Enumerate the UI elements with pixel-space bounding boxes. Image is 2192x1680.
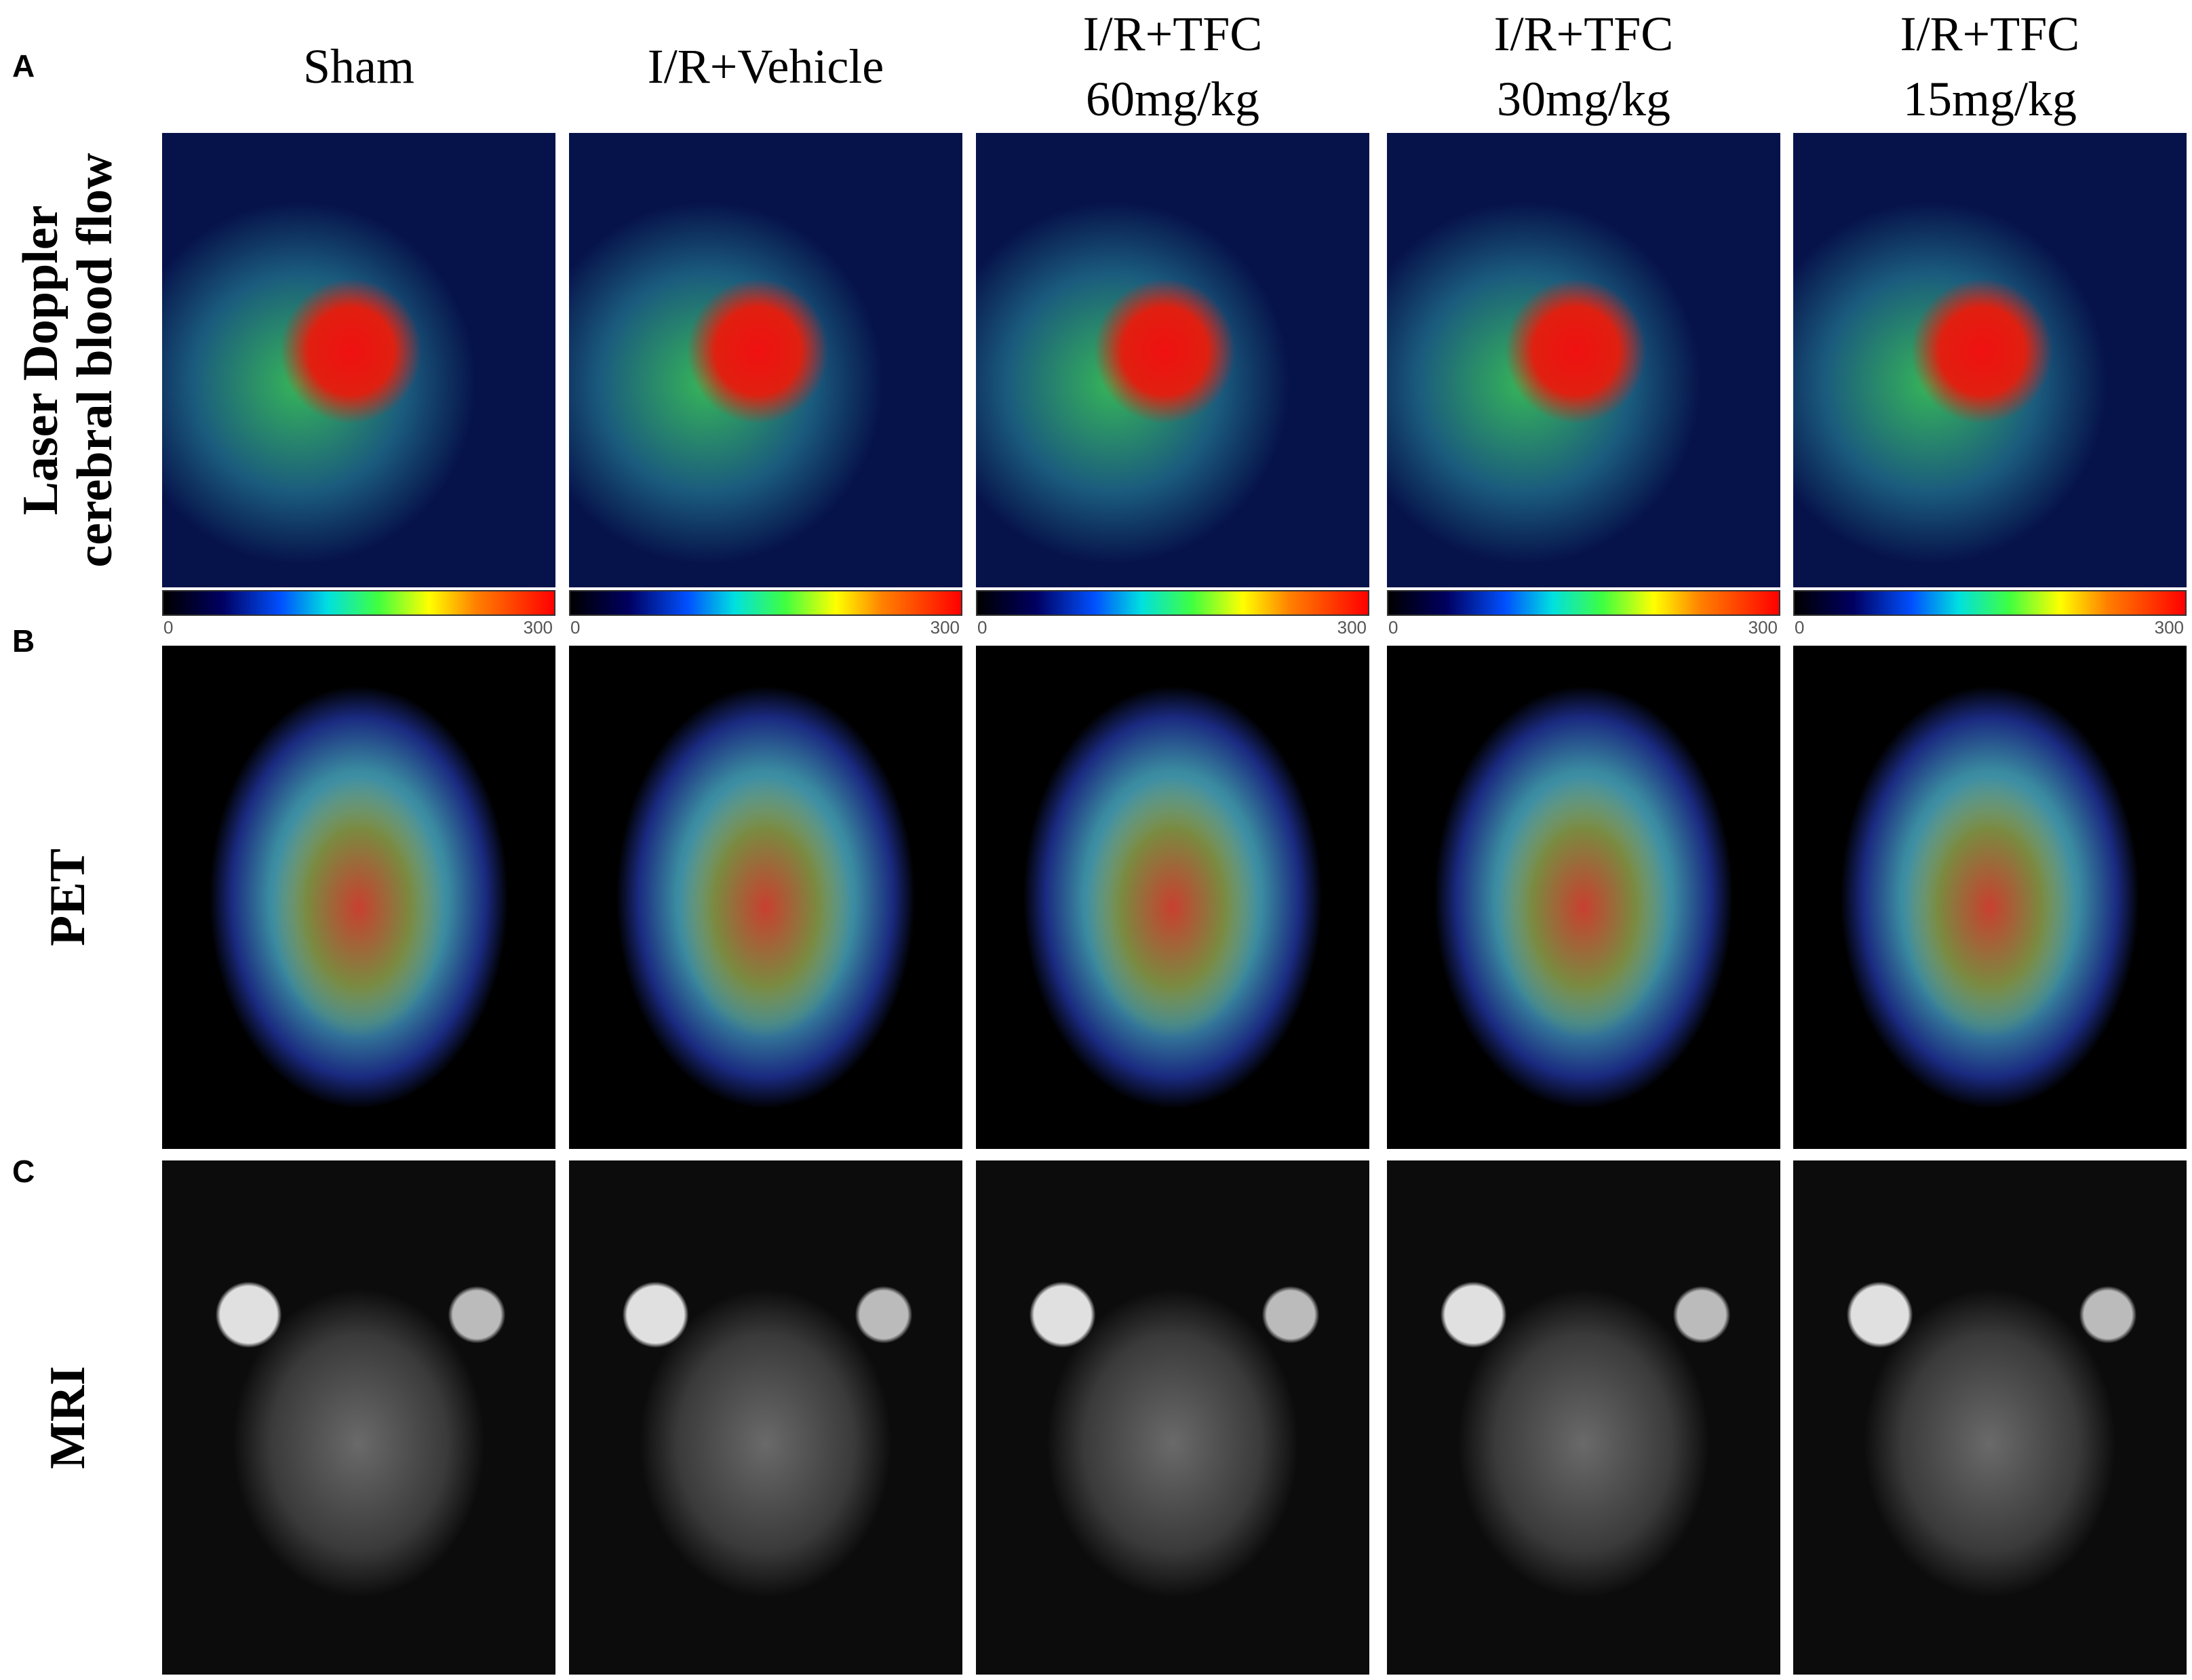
doppler-image	[1793, 133, 2187, 587]
doppler-image	[1387, 133, 1780, 587]
colorbar-min: 0	[163, 617, 174, 638]
pet-image	[1387, 646, 1780, 1149]
row-header-line: Laser Doppler	[13, 205, 68, 515]
mri-image	[162, 1160, 555, 1675]
pet-image	[569, 646, 962, 1149]
colorbar	[1387, 590, 1780, 616]
mri-image	[976, 1160, 1369, 1675]
colorbar-max: 300	[2154, 617, 2184, 638]
panel-label: B	[12, 623, 35, 659]
column-header: 15mg/kg	[1902, 72, 2077, 126]
colorbar	[569, 590, 962, 616]
row-header-line: cerebral blood flow	[67, 153, 123, 568]
colorbar-max: 300	[1337, 617, 1367, 638]
colorbar	[1793, 590, 2187, 616]
pet-image	[1793, 646, 2187, 1149]
mri-image	[1793, 1160, 2187, 1675]
colorbar-min: 0	[570, 617, 581, 638]
colorbar	[162, 590, 555, 616]
column-header: Sham	[302, 39, 414, 94]
column-header: 60mg/kg	[1085, 72, 1259, 126]
column-header: I/R+TFC	[1082, 7, 1263, 61]
column-header: I/R+Vehicle	[647, 39, 884, 94]
row-header-line: MRI	[40, 1365, 96, 1470]
colorbar-max: 300	[930, 617, 960, 638]
colorbar-min: 0	[1388, 617, 1398, 638]
panel-label: C	[12, 1154, 35, 1189]
row-header-line: PET	[40, 848, 96, 946]
colorbar-max: 300	[1748, 617, 1778, 638]
column-header: 30mg/kg	[1496, 72, 1670, 126]
mri-image	[1387, 1160, 1780, 1675]
column-header: I/R+TFC	[1493, 7, 1674, 61]
colorbar	[976, 590, 1369, 616]
doppler-image	[162, 133, 555, 587]
row-header: Laser Doppler cerebral blood flow	[13, 153, 123, 568]
colorbar-min: 0	[977, 617, 987, 638]
colorbar-max: 300	[523, 617, 553, 638]
doppler-image	[976, 133, 1369, 587]
colorbar-min: 0	[1795, 617, 1805, 638]
row-header: PET	[40, 848, 96, 946]
pet-image	[976, 646, 1369, 1149]
doppler-image	[569, 133, 962, 587]
column-header: I/R+TFC	[1900, 7, 2080, 61]
pet-image	[162, 646, 555, 1149]
panel-label: A	[12, 48, 35, 83]
row-header: MRI	[40, 1365, 96, 1470]
mri-image	[569, 1160, 962, 1675]
